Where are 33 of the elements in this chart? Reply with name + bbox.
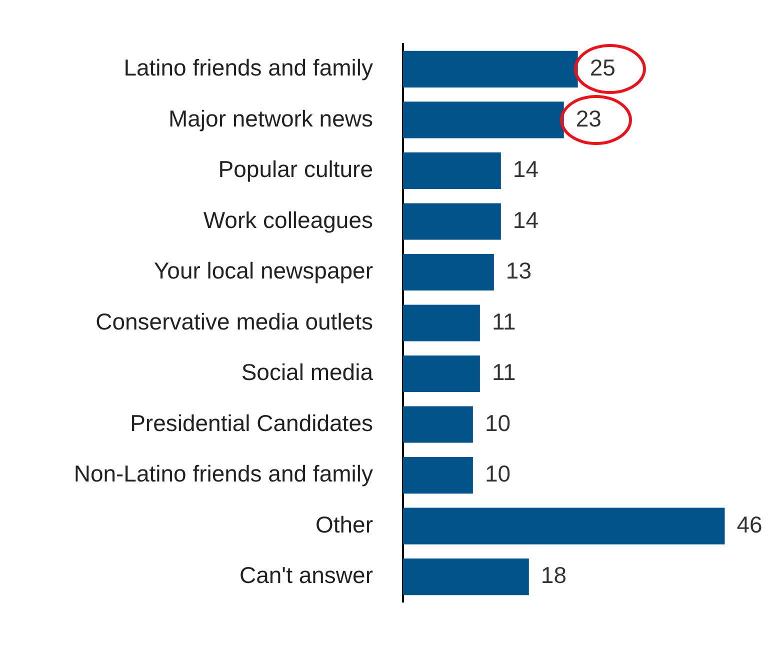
data-label: 10 [484, 410, 511, 436]
data-label: 25 [590, 54, 616, 81]
bar [403, 102, 564, 138]
bar [403, 50, 578, 88]
bar [403, 304, 480, 342]
bar [403, 508, 725, 544]
y-tick-label: Your local newspaper [154, 258, 374, 284]
data-label: 14 [512, 206, 539, 233]
data-label: 11 [492, 308, 516, 334]
y-tick-label: Presidential Candidates [130, 410, 373, 436]
bar [403, 355, 480, 392]
y-tick-label: Popular culture [218, 156, 373, 182]
bar [403, 254, 494, 291]
bar [403, 457, 473, 494]
y-tick-label: Can't answer [239, 562, 374, 588]
y-tick-label: Work colleagues [203, 206, 373, 233]
data-label: 11 [492, 359, 516, 386]
data-label: 23 [576, 105, 602, 132]
y-tick-label: Conservative media outlets [96, 308, 373, 334]
data-label: 10 [484, 460, 511, 487]
bar [403, 203, 501, 240]
data-label: 46 [736, 511, 762, 538]
bar [403, 558, 529, 596]
data-label: 14 [512, 156, 539, 182]
data-label: 13 [506, 258, 532, 284]
y-tick-label: Non-Latino friends and family [74, 460, 374, 487]
bar [403, 152, 501, 189]
y-tick-label: Other [315, 511, 374, 538]
data-label: 18 [540, 562, 566, 588]
bar [403, 406, 473, 443]
y-tick-label: Social media [241, 359, 374, 386]
y-tick-label: Latino friends and family [124, 54, 374, 81]
y-tick-label: Major network news [168, 105, 373, 132]
